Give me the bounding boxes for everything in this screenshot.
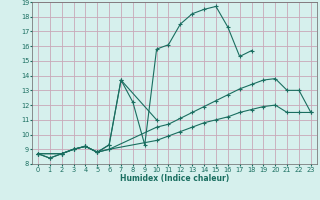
X-axis label: Humidex (Indice chaleur): Humidex (Indice chaleur) xyxy=(120,174,229,183)
